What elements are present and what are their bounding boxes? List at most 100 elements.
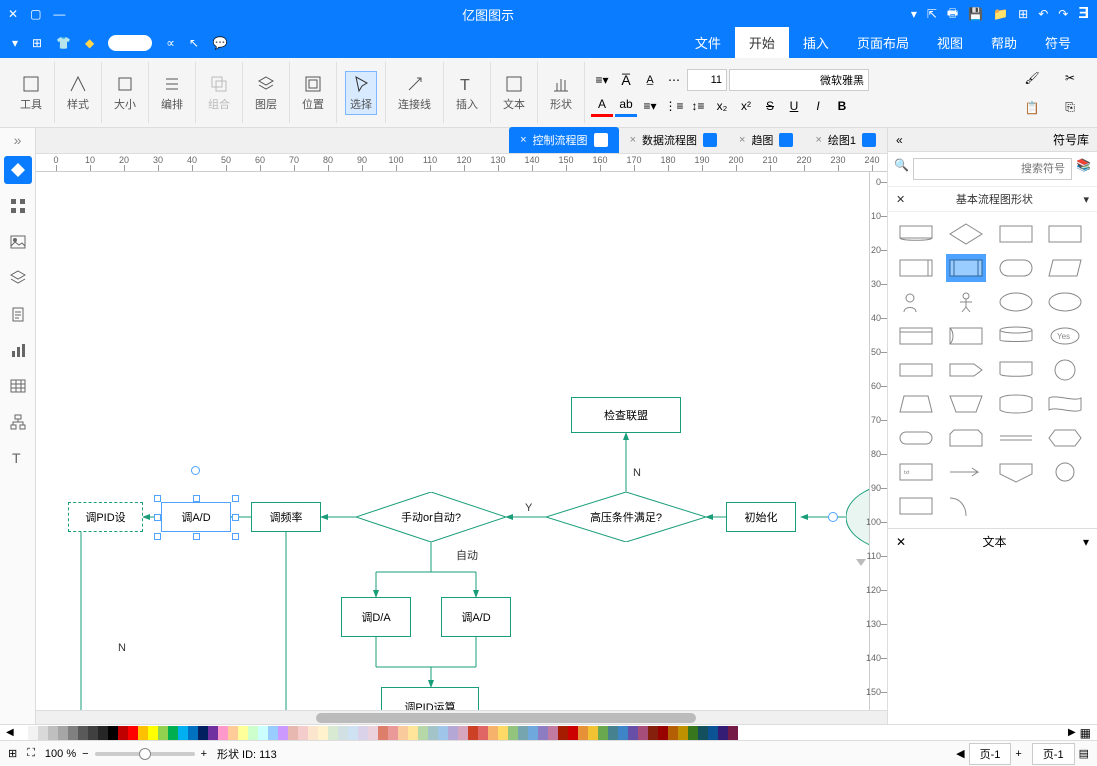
color-swatch-41[interactable]	[428, 726, 438, 740]
shape-stencil-16[interactable]	[896, 356, 936, 384]
zoom-slider[interactable]	[95, 752, 195, 756]
color-swatch-31[interactable]	[328, 726, 338, 740]
shape-search-input[interactable]	[913, 158, 1072, 180]
redo-icon[interactable]: ↷	[1058, 7, 1068, 21]
clipboard-icon[interactable]: 📋	[1021, 97, 1043, 119]
doc-tab-1[interactable]: ×趋图	[728, 127, 804, 153]
color-swatch-61[interactable]	[628, 726, 638, 740]
shape-stencil-23[interactable]	[1045, 390, 1085, 418]
color-swatch-48[interactable]	[498, 726, 508, 740]
color-swatch-34[interactable]	[358, 726, 368, 740]
minimize-icon[interactable]: —	[53, 7, 65, 21]
color-swatch-46[interactable]	[478, 726, 488, 740]
color-swatch-52[interactable]	[538, 726, 548, 740]
color-swatch-71[interactable]	[728, 726, 738, 740]
color-swatch-32[interactable]	[338, 726, 348, 740]
color-swatch-35[interactable]	[368, 726, 378, 740]
new-icon[interactable]: ⊞	[1018, 7, 1028, 21]
shape-stencil-28[interactable]: txt	[896, 458, 936, 486]
layer-btn[interactable]: 图层	[251, 72, 281, 114]
color-swatch-17[interactable]	[188, 726, 198, 740]
tab-close-icon[interactable]: ×	[815, 134, 821, 146]
shape-stencil-24[interactable]	[896, 424, 936, 452]
shape-stencil-0[interactable]	[896, 220, 936, 248]
page-tab-left[interactable]: 页-1	[969, 743, 1012, 765]
main-tab-0[interactable]: 文件	[681, 27, 735, 58]
apps-icon[interactable]: ⊞	[32, 36, 42, 50]
shape-stencil-31[interactable]	[1045, 458, 1085, 486]
tool-org[interactable]	[4, 408, 32, 436]
shape-stencil-6[interactable]	[996, 254, 1036, 282]
align-left-icon[interactable]: ≡▾	[591, 69, 613, 91]
shape-stencil-11[interactable]	[1045, 288, 1085, 316]
shape-stencil-2[interactable]	[996, 220, 1036, 248]
color-swatch-23[interactable]	[248, 726, 258, 740]
footer-close-icon[interactable]: ✕	[896, 535, 906, 549]
shape-stencil-12[interactable]	[896, 322, 936, 350]
color-swatch-70[interactable]	[718, 726, 728, 740]
color-swatch-13[interactable]	[148, 726, 158, 740]
export-icon[interactable]: ⇱	[927, 7, 937, 21]
shape-stencil-9[interactable]	[946, 288, 986, 316]
color-swatch-3[interactable]	[48, 726, 58, 740]
node-pidcalc[interactable]: 调PID运算	[381, 687, 479, 710]
tool-btn[interactable]: 工具	[16, 72, 46, 114]
main-tab-1[interactable]: 开始	[735, 27, 789, 58]
bullets-icon[interactable]: ⋮≡	[663, 95, 685, 117]
shape-stencil-18[interactable]	[996, 356, 1036, 384]
connect-btn[interactable]: 连接线	[394, 72, 435, 114]
maximize-icon[interactable]: ▢	[30, 7, 41, 21]
color-swatch-10[interactable]	[118, 726, 128, 740]
select-btn[interactable]: 选择	[345, 71, 377, 115]
search-icon[interactable]: 🔍	[894, 158, 909, 180]
undo-icon[interactable]: ↶	[1038, 7, 1048, 21]
color-swatch-1[interactable]	[28, 726, 38, 740]
shirt-icon[interactable]: 👕	[56, 36, 71, 50]
tool-grid[interactable]	[4, 192, 32, 220]
shape-stencil-33[interactable]	[946, 492, 986, 520]
color-swatch-55[interactable]	[568, 726, 578, 740]
text-btn[interactable]: 文本	[499, 72, 529, 114]
page-tab-right[interactable]: 页-1	[1032, 743, 1075, 765]
shape-stencil-21[interactable]	[946, 390, 986, 418]
color-swatch-36[interactable]	[378, 726, 388, 740]
bold-icon[interactable]: B	[831, 95, 853, 117]
tool-chart[interactable]	[4, 336, 32, 364]
color-swatch-57[interactable]	[588, 726, 598, 740]
color-swatch-15[interactable]	[168, 726, 178, 740]
combine-btn[interactable]: 组合	[204, 72, 234, 114]
format-btn[interactable]: 样式	[63, 72, 93, 114]
color-swatch-11[interactable]	[128, 726, 138, 740]
tool-layers[interactable]	[4, 264, 32, 292]
font-family-input[interactable]	[729, 69, 869, 91]
main-tab-2[interactable]: 插入	[789, 27, 843, 58]
color-swatch-69[interactable]	[708, 726, 718, 740]
node-init[interactable]: 初始化	[726, 502, 796, 532]
main-tab-6[interactable]: 符号	[1031, 27, 1085, 58]
tool-image[interactable]	[4, 228, 32, 256]
color-swatch-25[interactable]	[268, 726, 278, 740]
collapse-left-icon[interactable]: »	[14, 132, 22, 148]
color-swatch-26[interactable]	[278, 726, 288, 740]
color-swatch-58[interactable]	[598, 726, 608, 740]
color-swatch-4[interactable]	[58, 726, 68, 740]
color-swatch-20[interactable]	[218, 726, 228, 740]
color-swatch-49[interactable]	[508, 726, 518, 740]
shape-stencil-27[interactable]	[1045, 424, 1085, 452]
color-swatch-14[interactable]	[158, 726, 168, 740]
color-swatch-60[interactable]	[618, 726, 628, 740]
color-swatch-24[interactable]	[258, 726, 268, 740]
shape-stencil-7[interactable]	[1045, 254, 1085, 282]
color-swatch-16[interactable]	[178, 726, 188, 740]
color-swatch-9[interactable]	[108, 726, 118, 740]
page-list-icon[interactable]: ▤	[1079, 747, 1089, 760]
node-freq[interactable]: 调频率	[251, 502, 321, 532]
shape-stencil-15[interactable]: Yes	[1045, 322, 1085, 350]
tool-clipboard[interactable]	[4, 300, 32, 328]
fit-icon[interactable]: ⛶	[27, 747, 35, 760]
folder-icon[interactable]: 📁	[993, 7, 1008, 21]
color-swatch-42[interactable]	[438, 726, 448, 740]
shape-stencil-13[interactable]	[946, 322, 986, 350]
tool-shapes[interactable]	[4, 156, 32, 184]
cursor-icon[interactable]: ↖	[189, 36, 199, 50]
